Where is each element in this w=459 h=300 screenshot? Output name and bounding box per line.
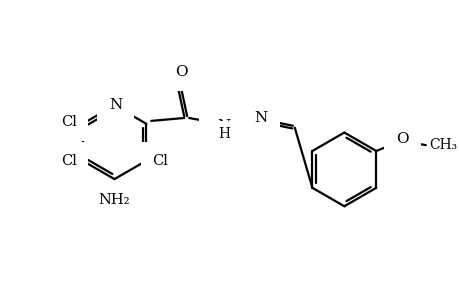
Text: NH: NH bbox=[210, 119, 237, 133]
Text: Cl: Cl bbox=[61, 115, 77, 129]
Text: N: N bbox=[217, 119, 230, 133]
Text: O: O bbox=[174, 65, 187, 79]
Text: N: N bbox=[254, 111, 267, 125]
Text: NH₂: NH₂ bbox=[99, 193, 130, 207]
Text: Cl: Cl bbox=[152, 154, 168, 168]
Text: CH₃: CH₃ bbox=[429, 138, 457, 152]
Text: N: N bbox=[109, 98, 122, 112]
Text: Cl: Cl bbox=[61, 154, 77, 168]
Text: O: O bbox=[395, 132, 408, 146]
Text: H: H bbox=[218, 128, 230, 142]
